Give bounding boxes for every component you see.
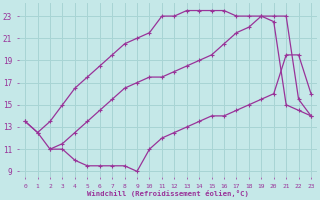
X-axis label: Windchill (Refroidissement éolien,°C): Windchill (Refroidissement éolien,°C) (87, 190, 249, 197)
